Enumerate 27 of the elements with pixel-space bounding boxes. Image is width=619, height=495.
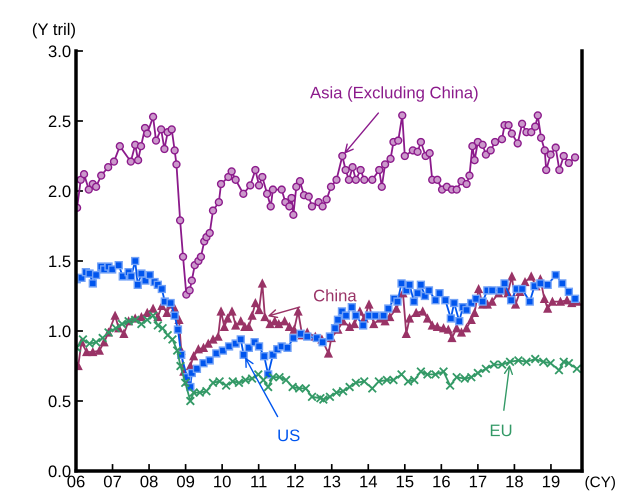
- y-tick-label: 3.0: [48, 45, 70, 58]
- x-tick-label: 16: [433, 476, 450, 488]
- x-tick-label: 15: [396, 476, 414, 488]
- text: US: [278, 429, 300, 442]
- x-tick-label: 07: [104, 476, 121, 488]
- x-tick-label: 13: [324, 476, 340, 488]
- y-tick-label: 2.0: [48, 185, 70, 198]
- x-tick-label: 11: [251, 476, 267, 488]
- x-tick-label: 12: [287, 476, 304, 488]
- x-axis-title: (CY): [585, 476, 615, 490]
- y-tick-label: 0.5: [48, 395, 70, 408]
- y-tick-label: 1.5: [49, 256, 70, 268]
- y-tick-label: 2.5: [48, 115, 70, 128]
- series-label: Asia (Excluding China): [310, 86, 478, 102]
- x-tick-label: 18: [506, 476, 523, 488]
- y-tick-label: 1.0: [49, 325, 70, 338]
- x-tick-label: 08: [140, 476, 158, 488]
- y-axis-title: (Y tril): [32, 22, 75, 38]
- x-tick-label: 14: [360, 476, 378, 488]
- y-tick-label: 0.0: [48, 465, 70, 478]
- x-tick-label: 17: [470, 476, 486, 488]
- series-label: China: [314, 289, 357, 302]
- x-tick-label: 09: [176, 476, 194, 488]
- x-tick-label: 19: [542, 476, 560, 488]
- text: EU: [490, 424, 512, 436]
- x-tick-label: 10: [214, 476, 231, 488]
- x-tick-label: 06: [67, 476, 85, 488]
